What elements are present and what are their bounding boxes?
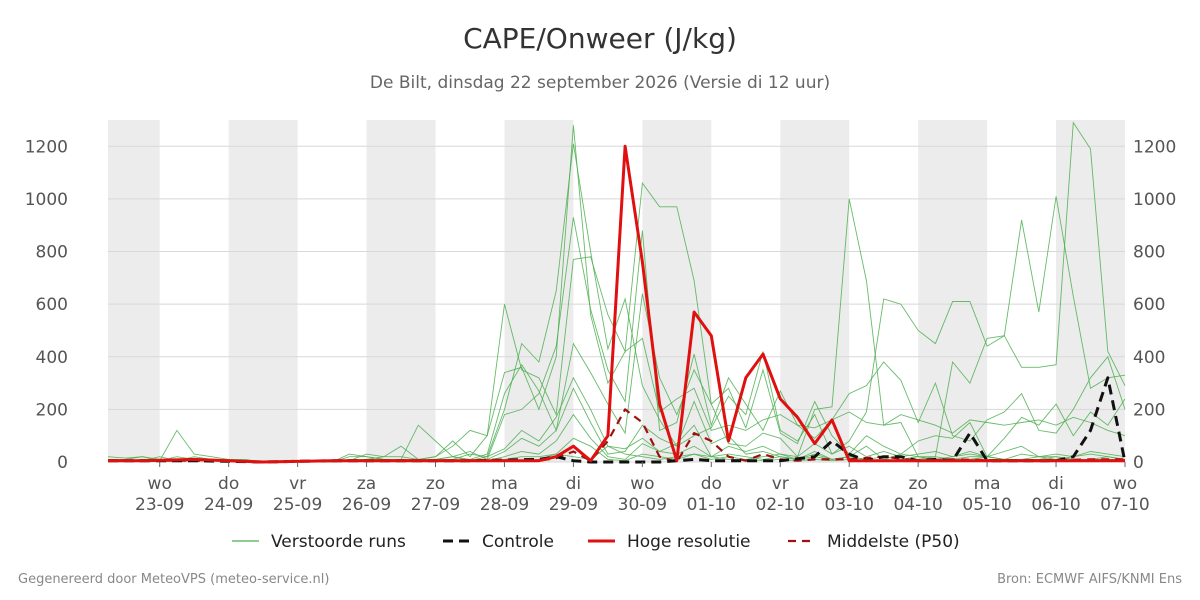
x-tick-date: 01-10 <box>687 495 736 515</box>
x-tick-day: wo <box>1113 474 1137 494</box>
legend-ensemble-label: Verstoorde runs <box>271 532 406 552</box>
day-band <box>1056 120 1125 462</box>
x-tick-day: wo <box>148 474 172 494</box>
x-tick-date: 24-09 <box>204 495 253 515</box>
x-tick-date: 06-10 <box>1031 495 1080 515</box>
x-tick-day: di <box>566 474 582 494</box>
y-tick-label-left: 0 <box>57 453 68 473</box>
x-tick-day: vr <box>289 474 306 494</box>
x-tick-day: ma <box>491 474 518 494</box>
chart-subtitle: De Bilt, dinsdag 22 september 2026 (Vers… <box>369 73 831 93</box>
x-tick-day: do <box>701 474 722 494</box>
x-tick-date: 25-09 <box>273 495 322 515</box>
day-band <box>366 120 436 462</box>
chart-title: CAPE/Onweer (J/kg) <box>463 22 737 55</box>
y-tick-label-right: 200 <box>1133 400 1165 420</box>
x-tick-day: zo <box>908 474 927 494</box>
x-tick-date: 30-09 <box>618 495 667 515</box>
footer-credit: Gegenereerd door MeteoVPS (meteo-service… <box>18 572 330 587</box>
x-tick-day: za <box>840 474 859 494</box>
x-tick-date: 04-10 <box>893 495 942 515</box>
x-tick-date: 07-10 <box>1100 495 1149 515</box>
x-tick-day: di <box>1048 474 1064 494</box>
y-tick-label-left: 200 <box>36 400 68 420</box>
y-tick-label-left: 1000 <box>25 190 68 210</box>
y-tick-label-right: 600 <box>1133 295 1165 315</box>
y-tick-label-right: 400 <box>1133 348 1165 368</box>
x-tick-day: vr <box>772 474 789 494</box>
x-tick-day: wo <box>630 474 654 494</box>
x-tick-day: zo <box>426 474 445 494</box>
x-tick-date: 26-09 <box>342 495 391 515</box>
y-tick-label-right: 1200 <box>1133 137 1176 157</box>
footer-source: Bron: ECMWF AIFS/KNMI Ens <box>997 572 1182 587</box>
x-tick-date: 05-10 <box>962 495 1011 515</box>
legend-control-label: Controle <box>482 532 554 552</box>
day-band <box>108 120 160 462</box>
x-tick-date: 02-10 <box>756 495 805 515</box>
day-band <box>228 120 298 462</box>
day-band <box>504 120 574 462</box>
legend-high-res-label: Hoge resolutie <box>627 532 751 552</box>
y-tick-label-right: 1000 <box>1133 190 1176 210</box>
y-tick-label-right: 0 <box>1133 453 1144 473</box>
x-tick-date: 29-09 <box>549 495 598 515</box>
legend-median-label: Middelste (P50) <box>827 532 960 552</box>
y-tick-label-left: 800 <box>36 243 68 263</box>
x-tick-date: 23-09 <box>135 495 184 515</box>
x-tick-day: do <box>218 474 239 494</box>
y-tick-label-left: 1200 <box>25 137 68 157</box>
x-tick-date: 27-09 <box>411 495 460 515</box>
x-tick-day: ma <box>974 474 1001 494</box>
x-tick-date: 03-10 <box>825 495 874 515</box>
high-res-line <box>108 144 1125 464</box>
day-band <box>918 120 988 462</box>
x-tick-day: za <box>357 474 376 494</box>
day-band <box>642 120 712 462</box>
y-tick-label-right: 800 <box>1133 243 1165 263</box>
day-band <box>780 120 850 462</box>
x-tick-date: 28-09 <box>480 495 529 515</box>
y-tick-label-left: 600 <box>36 295 68 315</box>
y-tick-label-left: 400 <box>36 348 68 368</box>
